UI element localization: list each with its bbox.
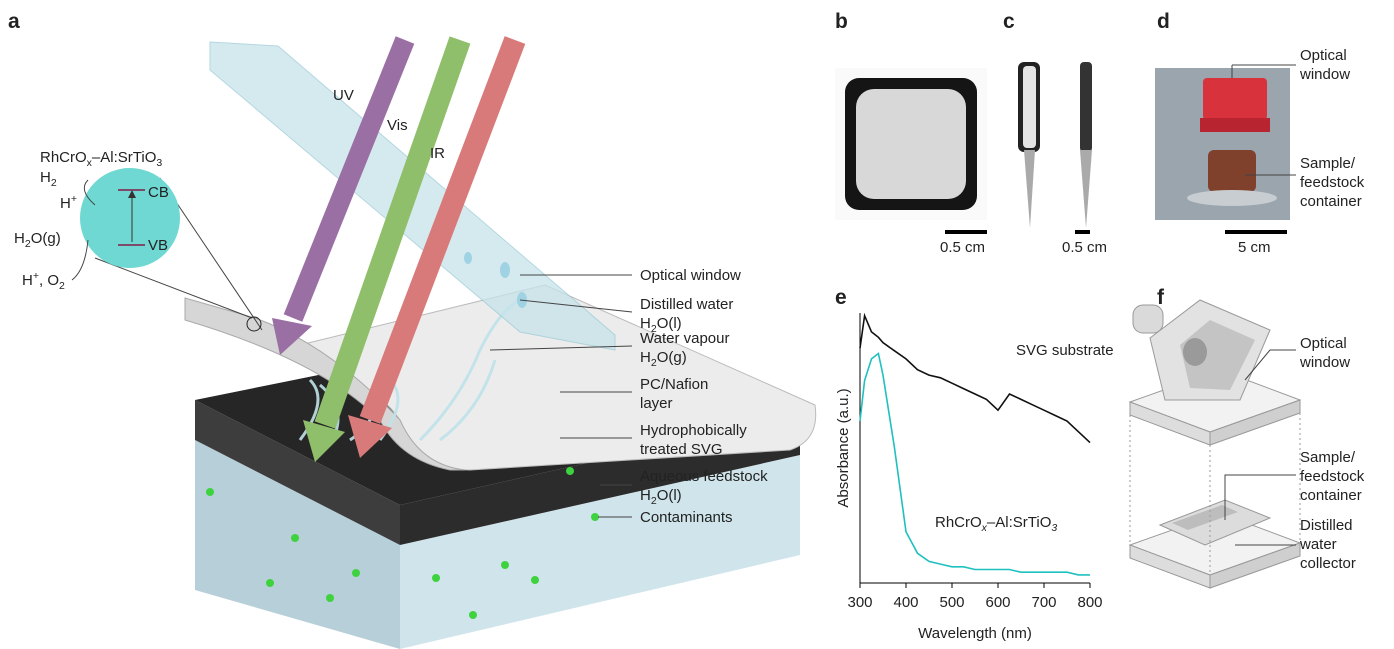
callout: Hydrophobically: [640, 422, 747, 439]
x-tick-label: 800: [1077, 594, 1102, 611]
h2-label: H2: [40, 169, 57, 189]
spectrum-line: [860, 354, 1090, 575]
scale-bar-label: 0.5 cm: [940, 239, 985, 256]
text-part: 3: [156, 157, 162, 169]
products-label: H+, O2: [22, 270, 65, 292]
ray-label: Vis: [387, 117, 408, 134]
cb-label: CB: [148, 184, 169, 201]
callout: window: [1299, 354, 1350, 371]
series-label: SVG substrate: [1016, 342, 1114, 359]
text-part: 3: [1051, 522, 1057, 534]
series-label: RhCrOx–Al:SrTiO3: [935, 514, 1057, 534]
callout: collector: [1300, 555, 1356, 572]
vb-label: VB: [148, 237, 168, 254]
callout: treated SVG: [640, 441, 723, 458]
text-part: H: [640, 487, 651, 504]
text-part: –Al:SrTiO: [987, 514, 1051, 531]
x-tick-label: 300: [847, 594, 872, 611]
x-tick-label: 600: [985, 594, 1010, 611]
text-part: 2: [59, 280, 65, 292]
text-part: H: [60, 195, 71, 212]
callout: Sample/: [1300, 449, 1356, 466]
callout: water: [1299, 536, 1337, 553]
panel-label: c: [1003, 10, 1015, 33]
text-part: O(l): [657, 487, 682, 504]
callout: feedstock: [1300, 468, 1365, 485]
text-part: RhCrO: [40, 149, 87, 166]
text-part: RhCrO: [935, 514, 982, 531]
callout: layer: [640, 395, 673, 412]
x-tick-label: 500: [939, 594, 964, 611]
text-part: +: [71, 193, 77, 205]
figure: 300 400 500 600 700 800 Wavelength (nm) Absorba…: [0, 0, 1394, 649]
callout: container: [1300, 193, 1362, 210]
h-plus-label: H+: [60, 193, 77, 212]
water-gas-label: H2O(g): [14, 230, 61, 250]
text-part: –Al:SrTiO: [92, 149, 156, 166]
panel-label: f: [1157, 286, 1165, 309]
panel-label: a: [8, 10, 20, 33]
callout: Water vapour: [640, 330, 729, 347]
text-part: H: [640, 349, 651, 366]
ray-label: IR: [430, 145, 445, 162]
callout: Optical window: [640, 267, 741, 284]
ray-label: UV: [333, 87, 354, 104]
drawing-f: [1130, 300, 1300, 588]
callout: feedstock: [1300, 174, 1365, 191]
panel-label: b: [835, 10, 848, 33]
scale-bar-label: 0.5 cm: [1062, 239, 1107, 256]
spectrum-line: [860, 316, 1090, 443]
text-part: , O: [39, 272, 59, 289]
text-part: H: [22, 272, 33, 289]
absorbance-chart: 300 400 500 600 700 800 Wavelength (nm) Absorba…: [835, 313, 1114, 642]
photo-d: [1155, 65, 1296, 234]
callout: Contaminants: [640, 509, 733, 526]
text-part: O(g): [657, 349, 687, 366]
y-axis-title: Absorbance (a.u.): [835, 388, 852, 507]
text-part: 2: [51, 177, 57, 189]
callout: Optical: [1300, 335, 1347, 352]
callout: Aqueous feedstock: [640, 468, 768, 485]
callout: Sample/: [1300, 155, 1356, 172]
callout: container: [1300, 487, 1362, 504]
callout: window: [1299, 66, 1350, 83]
callout: Distilled water: [640, 296, 733, 313]
text-part: H: [14, 230, 25, 247]
panel-label: e: [835, 286, 847, 309]
panel-label: d: [1157, 10, 1170, 33]
x-axis-title: Wavelength (nm): [918, 625, 1032, 642]
callout: Distilled: [1300, 517, 1353, 534]
callout: PC/Nafion: [640, 376, 708, 393]
callout: Optical: [1300, 47, 1347, 64]
x-tick-label: 400: [893, 594, 918, 611]
x-tick-label: 700: [1031, 594, 1056, 611]
catalyst-label: RhCrOx–Al:SrTiO3: [40, 149, 162, 169]
text-part: O(g): [31, 230, 61, 247]
scale-bar-label: 5 cm: [1238, 239, 1271, 256]
photo-c: [1018, 62, 1092, 234]
photo-b: [835, 68, 987, 234]
text-part: H: [40, 169, 51, 186]
